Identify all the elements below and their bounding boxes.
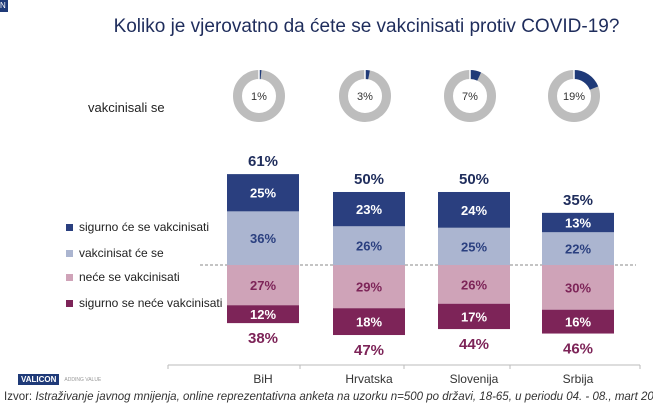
source-prefix: Izvor:: [4, 391, 36, 403]
legend-item: sigurno se neće vakcinisati: [66, 296, 222, 310]
brand-tagline: ADDING VALUE: [64, 376, 102, 383]
legend-label: vakcinisat će se: [79, 246, 164, 260]
data-label: 29%: [356, 280, 382, 295]
legend-swatch: [66, 223, 73, 231]
total-label-negative: 38%: [248, 330, 278, 347]
category-label: Slovenija: [450, 372, 499, 386]
donut-label: 3%: [357, 91, 373, 103]
donut-slice: [573, 70, 599, 91]
legend-label: sigurno se neće vakcinisati: [79, 296, 223, 310]
total-label-negative: 44%: [459, 336, 489, 353]
data-label: 26%: [356, 239, 382, 254]
bar-segment: [438, 191, 510, 228]
brand-logo: VALICON ADDING VALUE: [18, 374, 101, 385]
category-label: BiH: [253, 372, 272, 386]
chart-title: Koliko je vjerovatno da ćete se vakcinis…: [113, 16, 620, 37]
bar-segment: [227, 211, 299, 265]
data-label: 23%: [356, 202, 382, 217]
bar-segment: [438, 303, 510, 330]
data-label: 13%: [565, 216, 591, 231]
category-label: Srbija: [563, 372, 594, 386]
bar-segment: [542, 232, 614, 265]
data-label: 12%: [250, 307, 276, 322]
data-label: 27%: [250, 278, 276, 293]
legend-item: neće se vakcinisati: [66, 270, 180, 284]
source-text: Istraživanje javnog mnijenja, online rep…: [35, 391, 653, 403]
legend-swatch: [66, 249, 73, 257]
bar-segment: [542, 265, 614, 310]
data-label: 24%: [461, 203, 487, 218]
bar-segment: [227, 265, 299, 306]
data-label: 18%: [356, 315, 382, 330]
legend-swatch: [66, 299, 73, 307]
donut-row-label: vakcinisali se: [88, 100, 165, 115]
data-label: 25%: [461, 239, 487, 254]
bar-segment: [333, 226, 405, 265]
logo-fragment: N: [0, 0, 8, 12]
data-label: 30%: [565, 280, 591, 295]
legend-swatch: [66, 273, 73, 281]
data-label: 25%: [250, 186, 276, 201]
brand-name: VALICON: [18, 374, 60, 385]
bar-segment: [333, 308, 405, 336]
total-label-negative: 47%: [354, 342, 384, 359]
category-label: Hrvatska: [345, 372, 393, 386]
total-label-positive: 50%: [459, 171, 489, 188]
data-label: 36%: [250, 231, 276, 246]
total-label-negative: 46%: [563, 341, 593, 358]
data-label: 16%: [565, 315, 591, 330]
bar-segment: [542, 309, 614, 334]
donut-slice: [469, 70, 482, 81]
donut-label: 19%: [563, 91, 585, 103]
total-label-positive: 50%: [354, 171, 384, 188]
legend-item: sigurno će se vakcinisati: [66, 220, 209, 234]
total-label-positive: 35%: [563, 192, 593, 209]
legend-label: sigurno će se vakcinisati: [79, 220, 210, 234]
data-label: 17%: [461, 309, 487, 324]
donut-label: 7%: [462, 91, 478, 103]
bar-segment: [227, 305, 299, 324]
source-note: Izvor: Istraživanje javnog mnijenja, onl…: [4, 391, 653, 403]
bar-segment: [333, 265, 405, 309]
legend-item: vakcinisat će se: [66, 246, 164, 260]
bar-segment: [438, 265, 510, 304]
bar-segment: [438, 227, 510, 265]
data-label: 26%: [461, 277, 487, 292]
bar-segment: [227, 174, 299, 212]
bar-segment: [333, 191, 405, 227]
data-label: 22%: [565, 242, 591, 257]
legend-label: neće se vakcinisati: [79, 270, 180, 284]
donut-label: 1%: [251, 91, 267, 103]
total-label-positive: 61%: [248, 153, 278, 170]
bar-segment: [542, 212, 614, 233]
